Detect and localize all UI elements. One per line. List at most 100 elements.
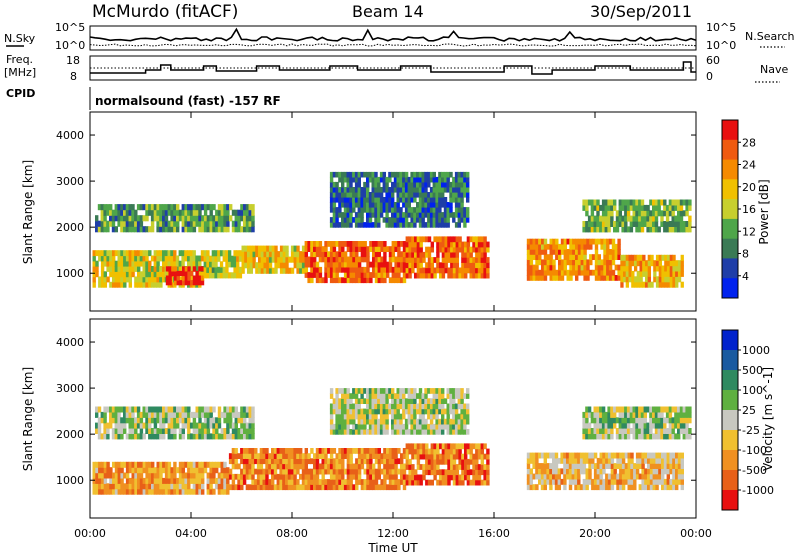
heatmap-cell	[95, 406, 99, 413]
heatmap-cell	[464, 474, 468, 481]
heatmap-cell	[655, 457, 659, 464]
heatmap-cell	[120, 422, 124, 429]
heatmap-cell	[349, 187, 353, 193]
heatmap-cell	[611, 243, 616, 250]
heatmap-cell	[142, 276, 146, 283]
heatmap-cell	[585, 422, 589, 429]
heatmap-cell	[399, 192, 403, 198]
heatmap-cell	[658, 270, 662, 277]
heatmap-cell	[418, 202, 423, 208]
heatmap-cell	[279, 468, 283, 475]
heatmap-cell	[276, 453, 280, 459]
heatmap-cell	[279, 267, 284, 274]
heatmap-cell	[240, 411, 244, 418]
heatmap-cell	[374, 187, 378, 193]
heatmap-cell	[368, 217, 373, 223]
heatmap-cell	[338, 222, 342, 228]
heatmap-cell	[582, 457, 587, 464]
heatmap-cell	[652, 473, 656, 480]
heatmap-cell	[660, 411, 664, 418]
heatmap-cell	[463, 429, 467, 435]
heatmap-cell	[338, 256, 342, 263]
heatmap-cell	[652, 417, 656, 424]
heatmap-cell	[139, 271, 144, 278]
heatmap-cell	[156, 477, 160, 484]
heatmap-cell	[363, 187, 367, 193]
heatmap-cell	[139, 250, 144, 257]
heatmap-cell	[304, 266, 308, 273]
heatmap-cell	[454, 192, 459, 198]
heatmap-cell	[92, 472, 96, 479]
heatmap-cell	[251, 209, 255, 216]
heatmap-cell	[184, 204, 188, 211]
heatmap-cell	[377, 261, 381, 268]
heatmap-cell	[418, 176, 423, 183]
heatmap-cell	[666, 270, 671, 277]
heatmap-cell	[599, 457, 603, 464]
heatmap-cell	[441, 388, 445, 394]
heatmap-cell	[541, 264, 545, 271]
heatmap-cell	[606, 243, 610, 250]
heatmap-cell	[369, 473, 373, 480]
heatmap-cell	[653, 276, 657, 283]
heatmap-cell	[187, 422, 191, 429]
heatmap-cell	[597, 275, 601, 281]
heatmap-cell	[318, 479, 323, 485]
heatmap-cell	[346, 207, 350, 213]
heatmap-cell	[631, 276, 635, 283]
heatmap-cell	[173, 215, 177, 222]
heatmap-cell	[391, 398, 395, 404]
heatmap-cell	[610, 406, 614, 413]
heatmap-cell	[635, 215, 639, 222]
heatmap-cell	[391, 479, 395, 485]
heatmap-cell	[577, 457, 581, 464]
heatmap-cell	[338, 463, 342, 470]
heatmap-cell	[682, 221, 686, 227]
heatmap-cell	[310, 251, 314, 258]
heatmap-cell	[368, 212, 373, 218]
heatmap-cell	[541, 275, 545, 281]
heatmap-cell	[647, 473, 651, 480]
heatmap-cell	[649, 210, 653, 217]
heatmap-cell	[245, 406, 250, 413]
heatmap-cell	[430, 469, 434, 476]
heatmap-cell	[217, 488, 222, 495]
heatmap-cell	[411, 251, 415, 258]
heatmap-cell	[604, 215, 608, 222]
heatmap-cell	[529, 484, 533, 491]
heatmap-cell	[632, 406, 636, 413]
heatmap-cell	[680, 473, 684, 480]
heatmap-cell	[106, 209, 110, 216]
heatmap-cell	[189, 215, 194, 222]
heatmap-cell	[640, 199, 645, 206]
heatmap-cell	[114, 472, 119, 479]
heatmap-cell	[357, 398, 361, 404]
heatmap-cell	[215, 428, 219, 434]
heatmap-cell	[469, 262, 473, 269]
heatmap-cell	[184, 209, 188, 216]
heatmap-cell	[652, 226, 656, 233]
heatmap-cell	[103, 433, 107, 440]
heatmap-cell	[399, 187, 403, 193]
heatmap-cell	[335, 484, 339, 491]
heatmap-cell	[402, 388, 406, 394]
heatmap-cell	[321, 468, 325, 475]
heatmap-cell	[209, 411, 213, 418]
heatmap-cell	[335, 217, 339, 223]
heatmap-cell	[95, 271, 99, 278]
heatmap-cell	[416, 236, 421, 243]
heatmap-cell	[223, 411, 227, 418]
heatmap-cell	[290, 256, 295, 263]
heatmap-cell	[416, 202, 420, 208]
heatmap-cell	[386, 473, 390, 480]
heatmap-cell	[92, 281, 96, 288]
heatmap-cell	[666, 265, 671, 272]
heatmap-cell	[447, 479, 451, 486]
heatmap-cell	[198, 477, 202, 484]
heatmap-cell	[142, 406, 146, 413]
heatmap-cell	[120, 209, 124, 216]
heatmap-cell	[432, 202, 436, 208]
heatmap-cell	[655, 484, 659, 491]
heatmap-cell	[532, 254, 536, 260]
heatmap-cell	[92, 467, 96, 474]
